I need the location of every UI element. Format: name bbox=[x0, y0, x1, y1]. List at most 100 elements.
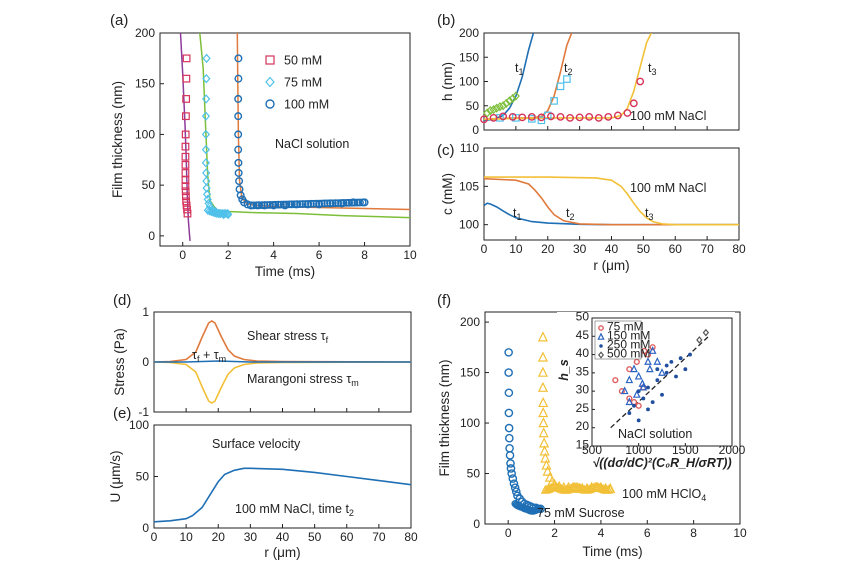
panel-e-ytick-label: 100 bbox=[129, 418, 149, 432]
panel-b-point-diamond bbox=[508, 93, 517, 104]
inset-point-star bbox=[664, 370, 669, 375]
panel-f-point-circle bbox=[505, 443, 514, 453]
panel-c-xtick-label: 70 bbox=[700, 242, 714, 256]
panel-a-legend-label: 75 mM bbox=[284, 76, 322, 90]
panel-c-xtick-label: 20 bbox=[541, 242, 555, 256]
panel-a-point-circle bbox=[309, 199, 318, 208]
panel-c-time-label-1: t1 bbox=[513, 206, 522, 222]
panel-d-ytick-label: 1 bbox=[142, 305, 149, 319]
panel-f-point-triangle bbox=[566, 483, 576, 492]
panel-e-condition-label: 100 mM NaCl, time t2 bbox=[235, 502, 354, 518]
panel-b-point-diamond bbox=[502, 98, 511, 108]
inset-point-diamond bbox=[696, 336, 703, 344]
panel-b-time-label-2: t2 bbox=[564, 61, 573, 77]
panel-a-point-circle bbox=[234, 74, 243, 83]
inset-point-triangle bbox=[630, 364, 638, 373]
panel-d-line-1 bbox=[154, 320, 411, 363]
panel-c-label: (c) bbox=[437, 142, 455, 159]
panel-b-time-label-3: t3 bbox=[648, 61, 657, 77]
panel-b-ytick-label: 200 bbox=[459, 26, 479, 40]
panel-f-xtick-label: 0 bbox=[505, 526, 512, 540]
panel-a-point-square bbox=[181, 160, 190, 169]
panel-a-point-circle bbox=[235, 177, 244, 186]
panel-b-point-diamond bbox=[489, 105, 498, 115]
panel-f-point-circle bbox=[507, 469, 516, 478]
panel-f-point-circle bbox=[511, 487, 521, 496]
panel-a-point-circle bbox=[282, 200, 291, 209]
panel-b-point-circle bbox=[518, 113, 527, 122]
inset-point-star bbox=[688, 352, 692, 357]
inset-xtick-label: 1000 bbox=[625, 443, 652, 457]
panel-f-hclo4-label: 100 mM HClO4 bbox=[622, 487, 706, 503]
panel-f-point-circle bbox=[506, 464, 516, 473]
panel-e-xtick-label: 50 bbox=[308, 530, 322, 544]
panel-a-point-circle bbox=[249, 201, 258, 210]
inset-point-star bbox=[660, 392, 664, 397]
panel-b-point-square bbox=[563, 75, 571, 83]
inset-point-triangle bbox=[658, 368, 666, 376]
inset-legend-label: 150 mM bbox=[607, 329, 650, 343]
panel-a-legend-marker bbox=[265, 99, 275, 109]
inset-point-star bbox=[664, 363, 669, 368]
panel-b-ytick-label: 100 bbox=[459, 75, 479, 89]
inset-legend-marker bbox=[598, 351, 604, 359]
panel-f-ylabel: Film thickness (nm) bbox=[437, 359, 452, 476]
panel-a-xtick-label: 4 bbox=[270, 248, 277, 262]
panel-f-xlabel: Time (ms) bbox=[582, 544, 642, 559]
panel-b-ylabel: h (nm) bbox=[440, 62, 455, 101]
inset-legend-marker bbox=[597, 332, 605, 340]
panel-a-point-square bbox=[182, 95, 191, 103]
panel-a-point-square bbox=[181, 152, 190, 161]
panel-a-point-circle bbox=[234, 145, 243, 154]
panel-f-point-circle bbox=[504, 388, 514, 398]
panel-b-point-circle bbox=[508, 113, 517, 121]
inset-point-circle bbox=[626, 395, 633, 402]
panel-c-time-label-3: t3 bbox=[645, 206, 654, 222]
inset-point-triangle bbox=[620, 386, 629, 395]
panel-f-point-circle bbox=[508, 474, 518, 483]
panel-c-line-3 bbox=[484, 176, 739, 226]
inset-point-star bbox=[655, 378, 660, 383]
panel-c-xtick-label: 60 bbox=[669, 242, 683, 256]
panel-a-point-circle bbox=[293, 200, 302, 209]
panel-b-point-circle bbox=[547, 112, 555, 121]
inset-point-triangle bbox=[645, 364, 654, 373]
panel-c-ylabel: c (mM) bbox=[440, 173, 455, 215]
inset-point-triangle bbox=[625, 375, 634, 384]
panel-b-time-label-1: t1 bbox=[515, 61, 524, 77]
panel-a-xtick-label: 10 bbox=[403, 248, 417, 262]
panel-a-point-circle bbox=[337, 199, 345, 207]
panel-a-point-circle bbox=[247, 201, 255, 210]
inset-point-star bbox=[636, 418, 641, 423]
inset-point-circle bbox=[644, 351, 652, 358]
panel-d-ytick-label: 0 bbox=[142, 355, 149, 369]
inset-point-triangle bbox=[634, 371, 643, 380]
panel-b-point-circle bbox=[623, 109, 632, 117]
panel-b-point-circle bbox=[613, 111, 622, 120]
panel-e-xtick-label: 20 bbox=[212, 530, 226, 544]
panel-c-xlabel: r (μm) bbox=[593, 258, 629, 273]
panel-a-point-square bbox=[182, 54, 191, 63]
panel-c-xtick-label: 10 bbox=[509, 242, 523, 256]
inset-point-triangle bbox=[638, 379, 647, 387]
panel-a-xtick-label: 0 bbox=[179, 248, 186, 262]
panel-a-legend-marker bbox=[265, 76, 275, 88]
panel-f-xtick-label: 8 bbox=[690, 526, 697, 540]
inset-xlabel: √((dσ/dC)²(C₀R_H/σRT)) bbox=[592, 456, 731, 470]
panel-d-marangoni-label: Marangoni stress τm bbox=[247, 372, 359, 388]
panel-f-point-triangle bbox=[537, 351, 549, 362]
panel-a-legend-label: 100 mM bbox=[284, 98, 329, 112]
panel-a-xtick-label: 8 bbox=[361, 248, 368, 262]
panel-a-point-circle bbox=[271, 200, 280, 209]
panel-e-xtick-label: 60 bbox=[340, 530, 354, 544]
panel-b-point-circle bbox=[537, 113, 546, 122]
panel-f-point-triangle bbox=[542, 465, 553, 476]
panel-b-point-circle bbox=[527, 113, 536, 121]
panel-f-point-triangle bbox=[545, 483, 555, 493]
panel-d-ylabel: Stress (Pa) bbox=[112, 328, 127, 396]
inset-xtick-label: 1500 bbox=[672, 443, 699, 457]
panel-b-point-diamond bbox=[486, 105, 495, 116]
panel-c-time-label-2: t2 bbox=[566, 206, 575, 222]
panel-b-point-diamond bbox=[492, 103, 501, 113]
panel-a-point-circle bbox=[304, 199, 313, 208]
